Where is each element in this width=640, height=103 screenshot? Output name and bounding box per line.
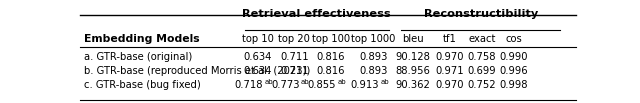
Text: top 100: top 100 xyxy=(312,34,350,44)
Text: 90.362: 90.362 xyxy=(396,80,431,90)
Text: 0.773: 0.773 xyxy=(271,80,300,90)
Text: Reconstructibility: Reconstructibility xyxy=(424,9,538,19)
Text: 0.758: 0.758 xyxy=(467,52,496,61)
Text: 90.128: 90.128 xyxy=(396,52,431,61)
Text: Retrieval effectiveness: Retrieval effectiveness xyxy=(243,9,391,19)
Text: 0.634: 0.634 xyxy=(243,66,272,76)
Text: ab: ab xyxy=(301,78,310,85)
Text: 0.752: 0.752 xyxy=(467,80,496,90)
Text: cos: cos xyxy=(505,34,522,44)
Text: bleu: bleu xyxy=(403,34,424,44)
Text: 0.996: 0.996 xyxy=(499,66,528,76)
Text: 0.816: 0.816 xyxy=(317,66,345,76)
Text: c. GTR-base (bug fixed): c. GTR-base (bug fixed) xyxy=(84,80,201,90)
Text: 0.971: 0.971 xyxy=(436,66,465,76)
Text: 0.634: 0.634 xyxy=(243,52,272,61)
Text: 0.711: 0.711 xyxy=(280,66,308,76)
Text: top 10: top 10 xyxy=(242,34,273,44)
Text: tf1: tf1 xyxy=(443,34,457,44)
Text: 0.970: 0.970 xyxy=(436,52,464,61)
Text: top 1000: top 1000 xyxy=(351,34,396,44)
Text: Embedding Models: Embedding Models xyxy=(84,34,200,44)
Text: 0.699: 0.699 xyxy=(467,66,496,76)
Text: 0.816: 0.816 xyxy=(317,52,345,61)
Text: 0.893: 0.893 xyxy=(360,52,388,61)
Text: 0.718: 0.718 xyxy=(234,80,263,90)
Text: 0.998: 0.998 xyxy=(499,80,528,90)
Text: top 20: top 20 xyxy=(278,34,310,44)
Text: 0.990: 0.990 xyxy=(499,52,528,61)
Text: 0.913: 0.913 xyxy=(351,80,379,90)
Text: 0.893: 0.893 xyxy=(360,66,388,76)
Text: 0.970: 0.970 xyxy=(436,80,464,90)
Text: exact: exact xyxy=(468,34,495,44)
Text: ab: ab xyxy=(380,78,389,85)
Text: 0.711: 0.711 xyxy=(280,52,308,61)
Text: ab: ab xyxy=(264,78,273,85)
Text: ab: ab xyxy=(337,78,346,85)
Text: b. GTR-base (reproduced Morris et al. (2023)): b. GTR-base (reproduced Morris et al. (2… xyxy=(84,66,310,76)
Text: a. GTR-base (original): a. GTR-base (original) xyxy=(84,52,192,61)
Text: 0.855: 0.855 xyxy=(308,80,336,90)
Text: 88.956: 88.956 xyxy=(396,66,431,76)
